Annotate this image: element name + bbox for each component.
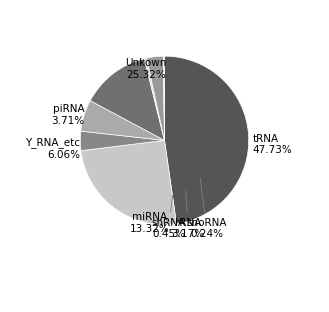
Text: tRNA
47.73%: tRNA 47.73%	[253, 134, 293, 155]
Wedge shape	[144, 58, 164, 140]
Text: rRNA
3.17%: rRNA 3.17%	[171, 189, 205, 240]
Wedge shape	[164, 56, 249, 224]
Wedge shape	[90, 59, 164, 140]
Wedge shape	[147, 56, 164, 140]
Wedge shape	[80, 131, 164, 151]
Wedge shape	[81, 101, 164, 140]
Wedge shape	[81, 140, 176, 225]
Text: Y_RNA_etc
6.06%: Y_RNA_etc 6.06%	[25, 138, 80, 160]
Text: snoRNA
0.24%: snoRNA 0.24%	[186, 178, 227, 240]
Text: piRNA
3.71%: piRNA 3.71%	[51, 104, 85, 126]
Text: snRNA
0.45%: snRNA 0.45%	[152, 195, 186, 240]
Text: Unkown
25.32%: Unkown 25.32%	[125, 58, 167, 80]
Text: miRNA
13.32%: miRNA 13.32%	[130, 212, 169, 234]
Wedge shape	[163, 56, 164, 140]
